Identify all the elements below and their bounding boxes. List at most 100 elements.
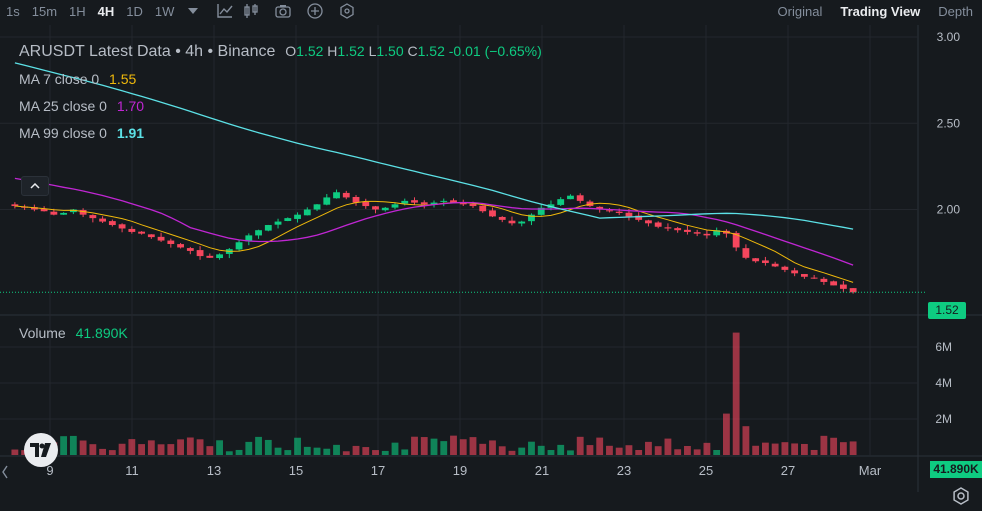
volume-axis-label: 6M xyxy=(935,340,952,354)
candle-body xyxy=(489,210,496,217)
ma25-line xyxy=(14,177,854,266)
volume-bar xyxy=(703,442,711,455)
volume-bar xyxy=(479,443,487,455)
candle-body xyxy=(625,212,633,217)
volume-bar xyxy=(576,436,584,455)
volume-bar xyxy=(654,446,662,455)
chart-area[interactable]: 9 11 13 15 17 19 21 23 25 27 Mar 3.00 2.50 2.00 6M 4M 2M… xyxy=(0,25,982,505)
volume-bar xyxy=(245,441,253,455)
legend-open-label: O xyxy=(285,43,297,59)
volume-bar xyxy=(469,437,477,455)
timeframe-1d[interactable]: 1D xyxy=(126,3,143,19)
volume-bar xyxy=(781,442,789,455)
volume-bar xyxy=(664,438,672,455)
time-axis-label: 17 xyxy=(371,463,385,478)
ma7-value: 1.55 xyxy=(109,71,137,87)
candle-body xyxy=(771,263,779,267)
candle-body xyxy=(372,206,379,210)
candle-body xyxy=(303,209,311,216)
volume-bar xyxy=(625,445,633,455)
volume-bar xyxy=(459,439,467,455)
candle-icon[interactable] xyxy=(238,0,264,22)
volume-bar xyxy=(450,435,457,455)
legend-high-label: H xyxy=(327,43,338,59)
legend-open: 1.52 xyxy=(296,43,324,59)
candle-body xyxy=(196,250,204,257)
candle-body xyxy=(108,221,116,226)
candle-body xyxy=(89,215,97,219)
candle-body xyxy=(596,206,604,210)
volume-bar xyxy=(128,439,136,455)
timeframe-15m[interactable]: 15m xyxy=(31,3,58,19)
timeframe-4h[interactable]: 4H xyxy=(97,3,115,19)
volume-bar xyxy=(440,441,448,455)
legend-close: 1.52 xyxy=(417,43,445,59)
camera-icon[interactable] xyxy=(270,0,296,22)
candle-body xyxy=(781,266,789,270)
volume-bar xyxy=(810,449,818,455)
volume-bar xyxy=(60,436,68,455)
view-depth[interactable]: Depth xyxy=(938,3,973,19)
volume-bar xyxy=(557,444,565,455)
volume-bar xyxy=(771,443,779,455)
plus-circle-icon[interactable] xyxy=(302,0,328,22)
candle-body xyxy=(401,200,409,204)
price-axis-label: 2.50 xyxy=(937,116,961,130)
timeframe-1h[interactable]: 1H xyxy=(69,3,86,19)
volume-bar xyxy=(362,447,370,455)
candle-body xyxy=(381,207,389,211)
time-axis-label: 15 xyxy=(289,463,303,478)
timeframe-1s[interactable]: 1s xyxy=(6,3,20,19)
candle-body xyxy=(761,260,769,263)
time-axis-label: 21 xyxy=(535,463,549,478)
line-chart-icon[interactable] xyxy=(212,0,238,22)
view-original[interactable]: Original xyxy=(777,3,823,19)
candle-body xyxy=(713,230,721,236)
scroll-left-handle[interactable] xyxy=(2,465,8,479)
candle-body xyxy=(752,258,760,262)
candle-body xyxy=(459,202,467,205)
candle-body xyxy=(50,211,58,215)
price-axis-label: 2.00 xyxy=(937,203,961,217)
time-axis-label: 9 xyxy=(46,463,53,478)
candle-body xyxy=(557,199,565,205)
chart-canvas[interactable]: 9 11 13 15 17 19 21 23 25 27 Mar 3.00 2.50 2.00 6M 4M 2M xyxy=(0,25,982,492)
volume-bar xyxy=(761,442,769,455)
chart-legend: ARUSDT Latest Data • 4h • Binance O1.52 … xyxy=(19,43,542,61)
candle-body xyxy=(576,195,584,201)
legend-ohlc: O1.52 H1.52 L1.50 C1.52 -0.01 (−0.65%) xyxy=(285,43,542,59)
volume-bar xyxy=(391,442,399,455)
ma7-legend: MA 7 close 0 1.55 xyxy=(19,71,136,87)
candle-body xyxy=(479,205,487,212)
volume-bar xyxy=(615,447,623,455)
volume-bar xyxy=(255,436,262,455)
legend-low-label: L xyxy=(368,43,377,59)
volume-bar xyxy=(274,447,282,455)
volume-bar xyxy=(342,451,350,455)
gear-icon[interactable] xyxy=(951,486,971,506)
candle-body xyxy=(157,236,165,241)
candle-body xyxy=(703,233,711,236)
volume-bar xyxy=(372,450,379,455)
tradingview-logo[interactable] xyxy=(24,433,58,467)
collapse-legend-button[interactable] xyxy=(21,176,49,196)
candle-body xyxy=(235,242,243,250)
candle-body xyxy=(664,227,672,229)
timeframe-1w[interactable]: 1W xyxy=(154,3,175,19)
candle-body xyxy=(674,228,682,231)
time-axis-label: 23 xyxy=(617,463,631,478)
candle-body xyxy=(245,235,253,242)
ma25-legend: MA 25 close 0 1.70 xyxy=(19,98,144,114)
view-trading-view[interactable]: Trading View xyxy=(840,3,921,19)
candle-body xyxy=(469,203,477,207)
chevron-down-icon[interactable] xyxy=(180,0,206,22)
candle-body xyxy=(147,234,155,238)
candle-body xyxy=(255,230,262,236)
hexagon-settings-icon[interactable] xyxy=(334,0,360,22)
volume-bar xyxy=(518,447,526,455)
volume-bar xyxy=(684,445,691,455)
volume-bar xyxy=(547,450,555,455)
candle-body xyxy=(654,222,662,227)
candle-body xyxy=(118,224,126,229)
volume-bar xyxy=(303,446,311,455)
